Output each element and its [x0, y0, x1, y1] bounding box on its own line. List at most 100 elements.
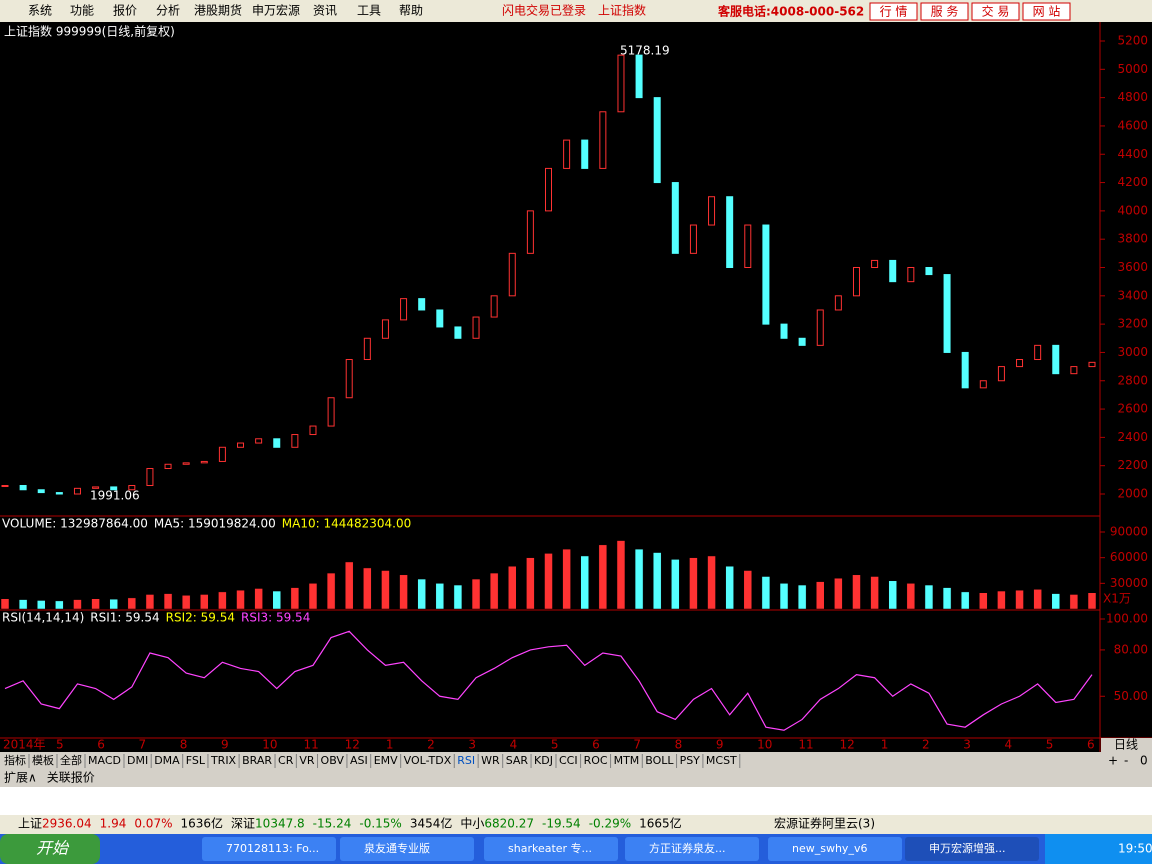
task-button[interactable] — [768, 837, 902, 861]
top-button-label[interactable]: 行 情 — [880, 5, 908, 19]
task-label[interactable]: 泉友通专业版 — [364, 841, 430, 855]
menu-item[interactable]: 港股期货 — [194, 3, 242, 18]
period-box — [1101, 738, 1152, 752]
status-bar — [0, 815, 1152, 834]
task-button[interactable] — [202, 837, 336, 861]
indicator-tab[interactable]: 指标 — [4, 753, 26, 767]
indicator-tab[interactable]: BRAR — [242, 754, 272, 767]
indicator-tab[interactable]: WR — [481, 754, 500, 767]
volume-bar — [127, 597, 137, 610]
menu-item[interactable]: 工具 — [357, 4, 381, 18]
status-item: 10347.8 — [255, 817, 305, 831]
candle — [472, 316, 480, 339]
volume-bar — [254, 588, 263, 610]
indicator-tab[interactable]: SAR — [506, 754, 529, 767]
task-button[interactable] — [340, 837, 474, 861]
x-tick-label: 3 — [963, 738, 971, 752]
zoom-button[interactable]: - — [1124, 754, 1128, 768]
x-tick-label: 9 — [221, 738, 229, 752]
indicator-tab[interactable]: FSL — [186, 754, 206, 767]
top-button-label[interactable]: 网 站 — [1033, 5, 1061, 19]
indicator-tab[interactable]: CR — [278, 754, 294, 767]
menu-item[interactable]: 资讯 — [313, 4, 337, 18]
volume-bar — [526, 557, 535, 610]
indicator-tab[interactable]: EMV — [374, 754, 398, 767]
candle — [780, 323, 788, 339]
candle — [943, 274, 951, 353]
ext-tab[interactable]: 扩展∧ — [4, 771, 37, 785]
volume-bar — [399, 574, 408, 610]
menu-item[interactable]: 系统 — [28, 4, 52, 18]
volume-bar — [779, 583, 789, 610]
candle — [1052, 344, 1060, 375]
indicator-tab[interactable]: VR — [299, 754, 315, 767]
candle — [1034, 344, 1042, 361]
indicator-tab[interactable]: BOLL — [645, 754, 674, 767]
candle — [273, 438, 281, 448]
candle — [327, 397, 335, 427]
indicator-tab[interactable]: VOL-TDX — [404, 754, 452, 767]
volume-bar — [218, 591, 227, 610]
indicator-tab[interactable]: 全部 — [60, 753, 82, 767]
menu-item[interactable]: 分析 — [156, 4, 180, 18]
task-label[interactable]: 770128113: Fo... — [226, 842, 319, 855]
x-tick-label: 1 — [386, 738, 394, 752]
volume-bar — [960, 591, 970, 610]
indicator-tab[interactable]: DMI — [127, 754, 148, 767]
top-button[interactable] — [1022, 2, 1071, 21]
volume-bar — [562, 548, 571, 610]
menu-item[interactable]: 申万宏源 — [252, 3, 300, 18]
indicator-tab[interactable]: CCI — [559, 754, 578, 767]
candle — [979, 380, 987, 389]
volume-bar — [36, 600, 46, 610]
volume-bar — [55, 600, 64, 610]
indicator-tab[interactable]: MTM — [614, 754, 640, 767]
zoom-button[interactable]: + — [1108, 754, 1118, 768]
menu-item[interactable]: 报价 — [113, 3, 137, 18]
menu-item[interactable]: 帮助 — [399, 4, 423, 18]
menu-item[interactable]: 功能 — [70, 4, 94, 18]
indicator-tab[interactable]: MCST — [706, 754, 737, 767]
top-button[interactable] — [869, 2, 918, 21]
task-label[interactable]: new_swhy_v6 — [792, 842, 867, 855]
y-tick-label: 2000 — [1117, 487, 1148, 501]
indicator-tab[interactable]: OBV — [321, 754, 345, 767]
x-tick-label: 3 — [468, 738, 476, 752]
task-button[interactable] — [905, 837, 1039, 861]
candle — [816, 309, 824, 346]
indicator-tab[interactable]: ASI — [350, 754, 368, 767]
zoom-button[interactable]: 0 — [1140, 754, 1148, 768]
indicator-tab[interactable]: KDJ — [534, 754, 553, 767]
volume-bar — [1051, 593, 1061, 610]
x-tick-label: 10 — [757, 738, 772, 752]
candle — [708, 196, 716, 226]
indicator-tab[interactable]: DMA — [154, 754, 180, 767]
candle — [671, 182, 679, 254]
start-label[interactable]: 开始 — [36, 839, 70, 858]
indicator-tab[interactable]: TRIX — [210, 754, 237, 767]
task-label[interactable]: sharkeater 专... — [508, 841, 592, 855]
indicator-tab[interactable]: PSY — [680, 754, 701, 767]
pane-header: RSI(14,14,14) — [2, 611, 84, 625]
top-button-label[interactable]: 服 务 — [931, 4, 959, 19]
top-button[interactable] — [920, 2, 969, 21]
status-item: 中小 — [460, 816, 484, 831]
task-button[interactable] — [625, 837, 759, 861]
task-label[interactable]: 申万宏源增强... — [929, 841, 1006, 855]
chart-area — [0, 22, 1152, 752]
indicator-tab[interactable]: 模板 — [32, 753, 54, 767]
volume-bar — [725, 565, 734, 610]
ext-tab[interactable]: 关联报价 — [47, 770, 95, 785]
top-button[interactable] — [971, 2, 1020, 21]
volume-bar — [1015, 589, 1024, 610]
x-tick-label: 8 — [675, 738, 683, 752]
candle — [363, 337, 371, 361]
start-button[interactable] — [0, 834, 100, 864]
indicator-tab[interactable]: RSI — [457, 754, 475, 767]
volume-bar — [707, 555, 716, 610]
indicator-tab[interactable]: MACD — [88, 754, 121, 767]
task-label[interactable]: 方正证券泉友... — [649, 841, 726, 855]
task-button[interactable] — [484, 837, 618, 861]
indicator-tab[interactable]: ROC — [584, 754, 608, 767]
top-button-label[interactable]: 交 易 — [982, 4, 1010, 19]
